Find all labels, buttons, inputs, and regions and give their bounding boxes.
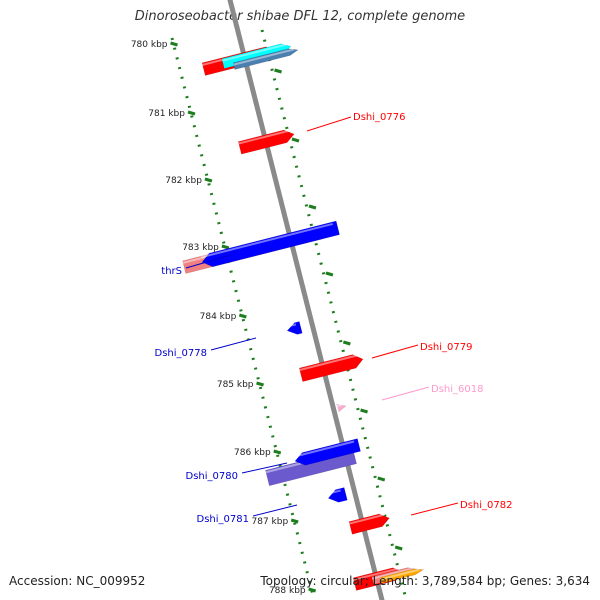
gene-label-leader [241,462,288,474]
backbone-layer [227,0,385,600]
outer-tick-mark [325,271,334,277]
gene-feature-dshi-6018 [336,403,347,413]
gene-feature-dshi-0779 [298,354,364,383]
gene-feature-thrs [200,220,340,268]
tick-mark [256,381,264,387]
gene-label-dshi-0779: Dshi_0779 [420,342,472,353]
gene-feature [232,48,299,70]
tick-mark [170,41,178,47]
map-title: Dinoroseobacter shibae DFL 12, complete … [134,9,466,24]
tick-label: 782 kbp [165,176,202,186]
gene-feature [293,438,361,466]
tick-mark [187,110,196,116]
tick-label: 788 kbp [269,586,306,596]
accession-text: Accession: NC_009952 [9,574,146,588]
gene-feature [379,568,425,584]
gene-label-dshi-6018: Dshi_6018 [431,384,483,395]
gene-label-thrs: thrS [161,266,182,277]
tick-mark [308,587,317,593]
outer-tick-mark [342,340,351,346]
genome-backbone [227,0,385,600]
outer-tick-mark [377,476,386,482]
tick-mark [290,518,299,524]
outer-tick-mark [274,68,282,74]
tick-mark [221,244,230,250]
gene-label-leader [210,337,257,351]
tick-label: 787 kbp [252,517,289,527]
tick-mark [273,449,282,455]
gene-feature-dshi-0776 [237,129,295,155]
gene-label-dshi-0778: Dshi_0778 [155,348,207,359]
tick-label: 781 kbp [148,109,185,119]
tick-label: 780 kbp [131,40,168,50]
gene-label-leader [252,504,298,517]
outer-tick-mark [394,545,403,551]
outer-tick-mark [360,408,368,414]
gene-feature-dshi-0782 [348,513,390,535]
outer-tick-mark [308,204,317,210]
label-layer: Dshi_0776 thrS Dshi_0778 Dshi_0779 Dshi_6018… [155,112,513,525]
tick-label: 786 kbp [234,448,271,458]
tick-mark [204,177,213,183]
gene-label-dshi-0782: Dshi_0782 [460,500,512,511]
gene-label-dshi-0776: Dshi_0776 [353,112,405,123]
outer-tick-mark [291,137,300,143]
gene-label-leader [381,386,430,401]
tick-label: 784 kbp [200,312,237,322]
tick-label: 785 kbp [217,380,254,390]
feature-layer [182,43,425,591]
gene-label-leader [185,254,232,269]
gene-label-leader [410,502,459,516]
gene-label-leader [306,116,352,132]
tick-mark [238,313,247,319]
topology-info-text: Topology: circular; Length: 3,789,584 bp… [260,574,590,588]
gene-label-leader [371,344,419,359]
gene-label-dshi-0780: Dshi_0780 [186,471,238,482]
tick-layer: 780 kbp 781 kbp 782 kbp 783 kbp 784 kbp 785 k… [131,29,408,600]
tick-label: 783 kbp [182,243,219,253]
gene-feature-dshi-0778 [285,321,303,335]
gene-label-dshi-0781: Dshi_0781 [197,514,249,525]
gene-feature-dshi-0781 [326,487,348,503]
